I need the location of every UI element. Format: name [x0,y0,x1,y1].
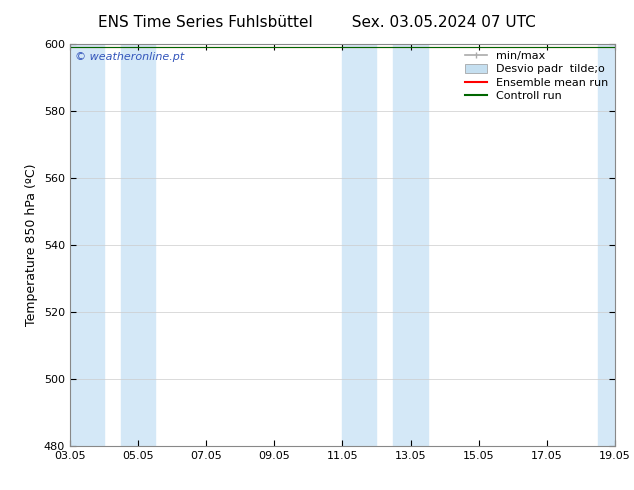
Legend: min/max, Desvio padr  tilde;o, Ensemble mean run, Controll run: min/max, Desvio padr tilde;o, Ensemble m… [460,47,612,106]
Bar [342,44,377,446]
Text: ENS Time Series Fuhlsbüttel        Sex. 03.05.2024 07 UTC: ENS Time Series Fuhlsbüttel Sex. 03.05.2… [98,15,536,30]
Bar [598,44,615,446]
Bar [394,44,427,446]
Bar [121,44,155,446]
Y-axis label: Temperature 850 hPa (ºC): Temperature 850 hPa (ºC) [25,164,38,326]
Text: © weatheronline.pt: © weatheronline.pt [75,52,184,62]
Bar [70,44,104,446]
